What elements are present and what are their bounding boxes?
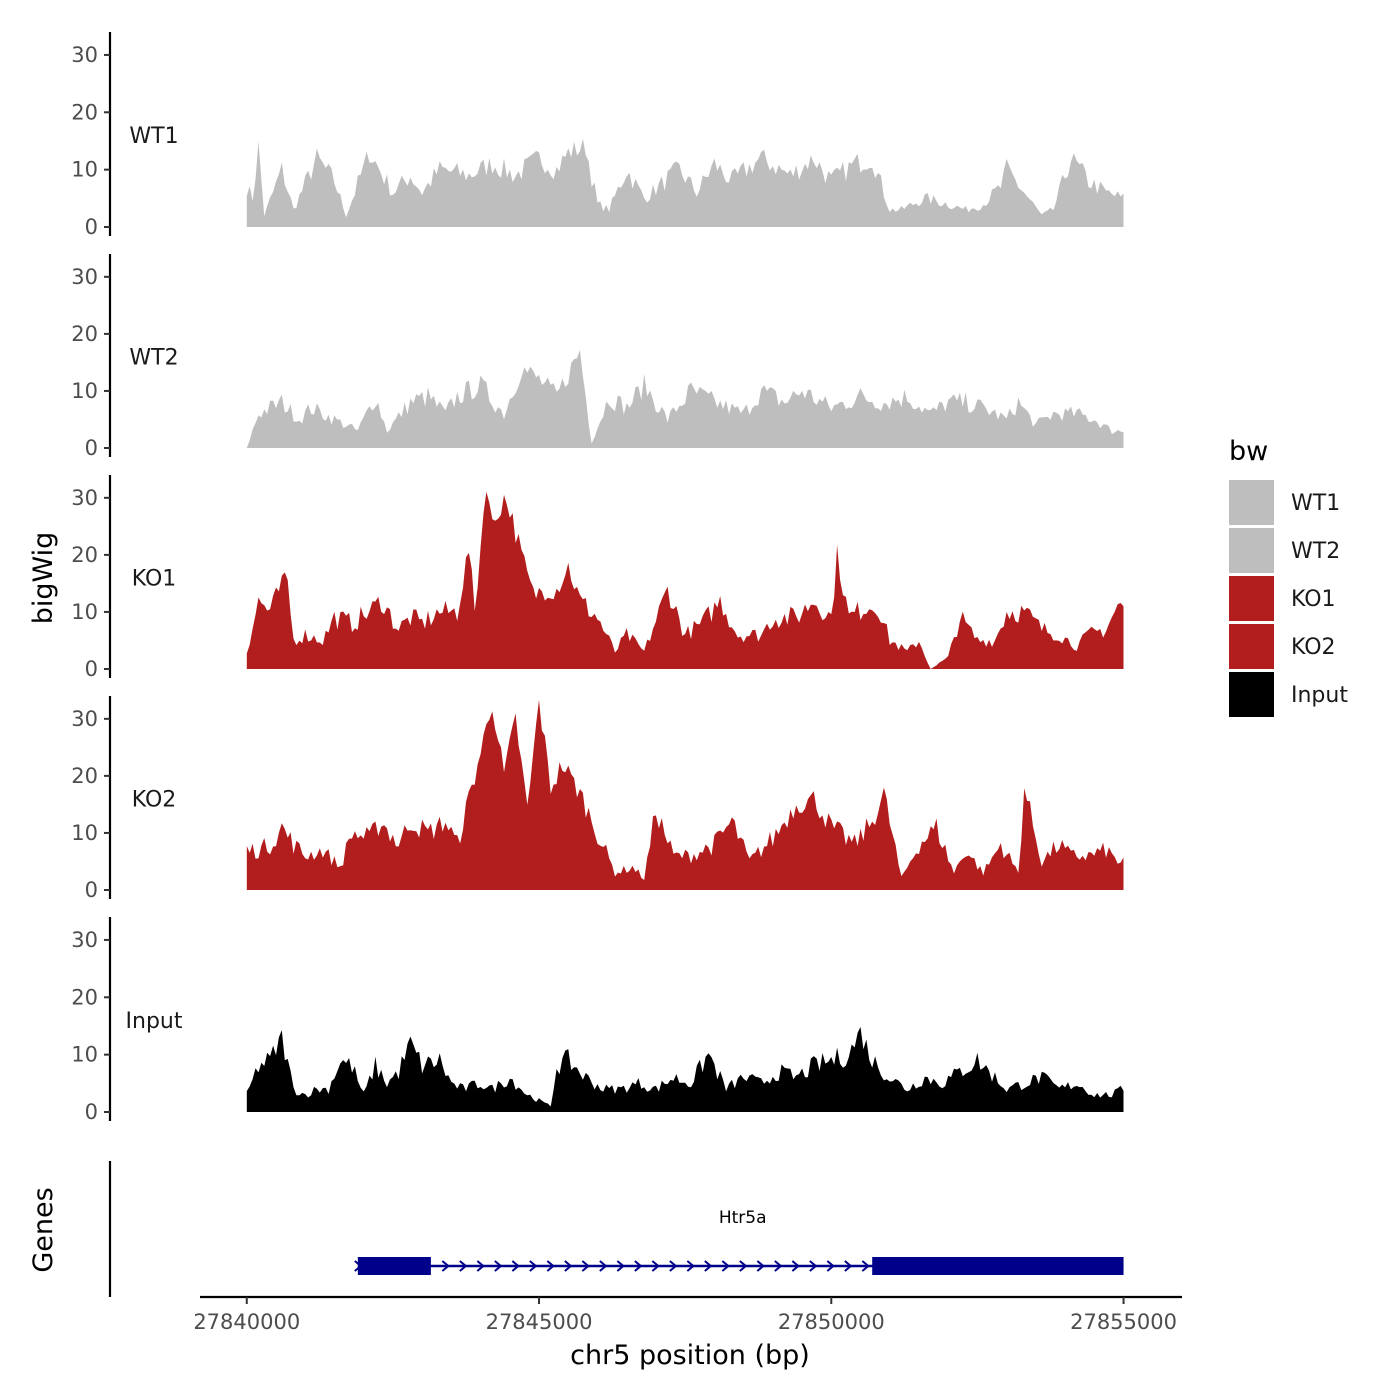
y-tick-label: 20 [71,322,98,346]
legend-item-ko1: KO1 [1229,576,1336,621]
y-tick-label: 10 [71,1043,98,1067]
track-ko1: 0 10 20 30 KO1 [71,475,1124,681]
y-tick-label: 30 [71,707,98,731]
legend-item-wt1: WT1 [1229,480,1340,525]
strand-arrow [791,1260,800,1272]
strand-arrow [634,1260,643,1272]
strand-arrow [704,1260,713,1272]
tracks: 0 10 20 30 WT1 0 10 20 30 WT2 0 10 20 30 KO1 0 10 20 30 KO2… [71,32,1124,1124]
x-axis: 27840000 27845000 27850000 27855000 [193,1295,1182,1334]
strand-arrow [861,1260,870,1272]
y-tick-label: 30 [71,265,98,289]
strand-arrow [616,1260,625,1272]
strand-arrow [441,1260,450,1272]
y-tick-label: 10 [71,379,98,403]
strand-arrow [564,1260,573,1272]
strand-arrow [669,1260,678,1272]
legend-item-wt2: WT2 [1229,528,1340,573]
strand-arrow [721,1260,730,1272]
strand-arrow [529,1260,538,1272]
x-tick-label: 27845000 [486,1310,593,1334]
x-tick-label: 27855000 [1070,1310,1177,1334]
gene-track: Htr5a [108,1161,1124,1297]
legend-label: Input [1291,683,1348,708]
track-label: KO2 [132,788,177,813]
legend-swatch [1229,672,1274,717]
strand-arrow [599,1260,608,1272]
y-tick-label: 0 [85,657,98,681]
coverage-area-ko2 [246,699,1124,890]
track-label: Input [126,1009,183,1034]
coverage-area-wt2 [246,350,1124,448]
y-tick-label: 30 [71,486,98,510]
coverage-area-input [246,1026,1124,1112]
legend-item-ko2: KO2 [1229,624,1336,669]
y-tick-label: 20 [71,985,98,1009]
y-axis-title: bigWig [28,532,59,625]
legend-label: WT1 [1291,491,1340,516]
y-tick-label: 0 [85,1100,98,1124]
x-tick-label: 27840000 [193,1310,300,1334]
strand-arrow [459,1260,468,1272]
strand-arrow [739,1260,748,1272]
y-tick-label: 30 [71,43,98,67]
y-tick-label: 30 [71,928,98,952]
strand-arrow [809,1260,818,1272]
y-tick-label: 20 [71,100,98,124]
track-label: WT1 [129,124,178,149]
legend-swatch [1229,528,1274,573]
y-tick-label: 20 [71,543,98,567]
x-axis-title: chr5 position (bp) [570,1340,810,1371]
coverage-area-ko1 [246,491,1124,669]
gene-track-title: Genes [28,1187,59,1272]
legend-item-input: Input [1229,672,1348,717]
legend-title: bw [1229,436,1268,467]
y-tick-label: 10 [71,158,98,182]
legend-swatch [1229,576,1274,621]
y-tick-label: 0 [85,436,98,460]
strand-arrow [494,1260,503,1272]
strand-arrow [476,1260,485,1272]
track-label: KO1 [132,567,177,592]
track-label: WT2 [129,346,178,371]
strand-arrow [826,1260,835,1272]
gene-name-label: Htr5a [719,1208,767,1228]
y-tick-label: 0 [85,878,98,902]
strand-arrow [581,1260,590,1272]
gene-exon [872,1257,1124,1275]
track-wt1: 0 10 20 30 WT1 [71,32,1124,239]
legend-label: KO1 [1291,587,1336,612]
legend-swatch [1229,624,1274,669]
legend-swatch [1229,480,1274,525]
coverage-area-wt1 [246,138,1124,227]
x-tick-label: 27850000 [778,1310,885,1334]
strand-arrow [844,1260,853,1272]
y-tick-label: 0 [85,215,98,239]
y-tick-label: 10 [71,821,98,845]
y-tick-label: 20 [71,764,98,788]
strand-arrow [756,1260,765,1272]
track-wt2: 0 10 20 30 WT2 [71,254,1124,460]
track-input: 0 10 20 30 Input [71,917,1124,1124]
strand-arrow [774,1260,783,1272]
strand-arrow [511,1260,520,1272]
strand-arrow [546,1260,555,1272]
legend-items: WT1 WT2 KO1 KO2 Input [1229,480,1348,717]
legend-label: WT2 [1291,539,1340,564]
track-ko2: 0 10 20 30 KO2 [71,696,1124,902]
strand-arrow [686,1260,695,1272]
legend: bw WT1 WT2 KO1 KO2 Input [1229,436,1348,717]
y-tick-label: 10 [71,600,98,624]
legend-label: KO2 [1291,635,1336,660]
strand-arrow [651,1260,660,1272]
gene-exon [357,1257,431,1275]
